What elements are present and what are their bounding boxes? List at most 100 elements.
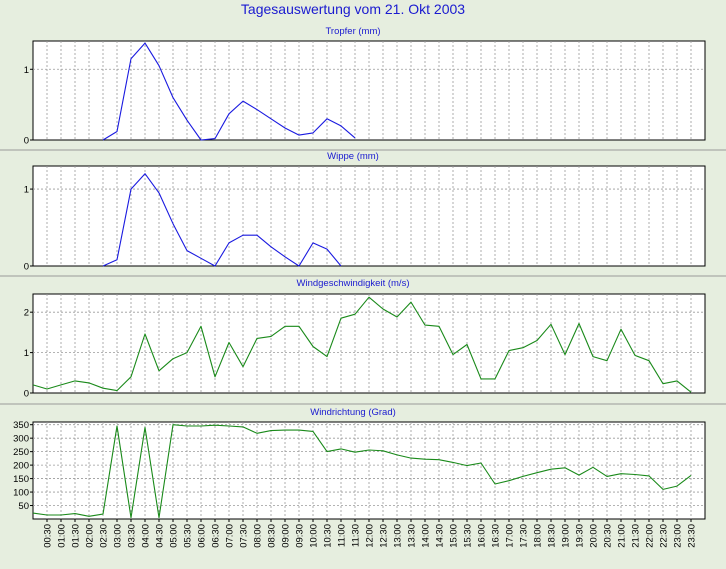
data-point xyxy=(354,137,356,139)
data-point xyxy=(144,333,146,335)
x-tick-label: 16:30 xyxy=(491,524,502,548)
data-point xyxy=(354,313,356,315)
x-tick-label: 18:30 xyxy=(547,524,558,548)
data-point xyxy=(592,356,594,358)
data-point xyxy=(298,265,300,267)
x-tick-label: 14:30 xyxy=(435,524,446,548)
x-tick-label: 07:30 xyxy=(239,524,250,548)
data-point xyxy=(312,430,314,432)
data-point xyxy=(284,429,286,431)
data-point xyxy=(634,354,636,356)
x-tick-label: 18:00 xyxy=(533,524,544,548)
x-tick-label: 05:00 xyxy=(169,524,180,548)
y-tick-label: 150 xyxy=(13,474,29,485)
data-point xyxy=(606,475,608,477)
data-point xyxy=(438,459,440,461)
data-point xyxy=(200,257,202,259)
x-tick-label: 02:00 xyxy=(85,524,96,548)
data-point xyxy=(396,316,398,318)
data-point xyxy=(74,513,76,515)
x-tick-label: 10:00 xyxy=(309,524,320,548)
data-point xyxy=(88,382,90,384)
data-point xyxy=(410,301,412,303)
y-tick-label: 0 xyxy=(24,262,29,273)
data-point xyxy=(130,517,132,519)
series-line xyxy=(102,42,356,141)
x-tick-label: 00:30 xyxy=(43,524,54,548)
data-point xyxy=(326,356,328,358)
data-point xyxy=(326,118,328,120)
data-point xyxy=(144,426,146,428)
x-tick-label: 17:30 xyxy=(519,524,530,548)
data-point xyxy=(186,425,188,427)
x-tick-label: 03:30 xyxy=(127,524,138,548)
data-point xyxy=(424,324,426,326)
data-point xyxy=(298,134,300,136)
data-point xyxy=(242,426,244,428)
y-tick-label: 0 xyxy=(24,136,29,147)
data-point xyxy=(312,346,314,348)
data-point xyxy=(172,358,174,360)
data-point xyxy=(298,429,300,431)
data-point xyxy=(46,388,48,390)
data-point xyxy=(158,192,160,194)
data-point xyxy=(116,259,118,261)
data-point xyxy=(130,188,132,190)
data-point xyxy=(242,100,244,102)
x-tick-label: 04:00 xyxy=(141,524,152,548)
y-tick-label: 50 xyxy=(18,501,29,512)
panel-title: Windrichtung (Grad) xyxy=(310,407,396,418)
data-point xyxy=(536,339,538,341)
data-point xyxy=(60,384,62,386)
x-tick-label: 21:30 xyxy=(631,524,642,548)
data-point xyxy=(116,131,118,133)
data-point xyxy=(326,248,328,250)
data-point xyxy=(116,390,118,392)
x-tick-label: 13:30 xyxy=(407,524,418,548)
data-point xyxy=(242,366,244,368)
data-point xyxy=(172,97,174,99)
data-point xyxy=(158,65,160,67)
x-tick-label: 15:30 xyxy=(463,524,474,548)
data-point xyxy=(592,466,594,468)
y-tick-label: 300 xyxy=(13,434,29,445)
series-line xyxy=(102,173,342,267)
x-tick-label: 06:00 xyxy=(197,524,208,548)
data-point xyxy=(186,250,188,252)
data-point xyxy=(480,462,482,464)
data-point xyxy=(116,425,118,427)
data-point xyxy=(214,376,216,378)
data-point xyxy=(578,322,580,324)
x-tick-label: 01:30 xyxy=(71,524,82,548)
data-point xyxy=(634,474,636,476)
x-tick-label: 08:00 xyxy=(253,524,264,548)
data-point xyxy=(312,132,314,134)
data-point xyxy=(620,328,622,330)
data-point xyxy=(424,458,426,460)
series-line xyxy=(32,424,692,519)
x-tick-label: 15:00 xyxy=(449,524,460,548)
data-point xyxy=(256,234,258,236)
data-point xyxy=(662,383,664,385)
data-point xyxy=(228,113,230,115)
x-tick-label: 10:30 xyxy=(323,524,334,548)
data-point xyxy=(382,308,384,310)
x-tick-label: 22:00 xyxy=(645,524,656,548)
data-point xyxy=(452,461,454,463)
x-tick-label: 08:30 xyxy=(267,524,278,548)
data-point xyxy=(522,475,524,477)
data-point xyxy=(228,425,230,427)
data-point xyxy=(130,376,132,378)
y-tick-label: 1 xyxy=(24,348,29,359)
data-point xyxy=(214,265,216,267)
x-tick-label: 09:00 xyxy=(281,524,292,548)
data-point xyxy=(508,350,510,352)
data-point xyxy=(648,475,650,477)
data-point xyxy=(270,335,272,337)
x-tick-label: 16:00 xyxy=(477,524,488,548)
panel-title: Windgeschwindigkeit (m/s) xyxy=(297,278,410,289)
x-tick-label: 13:00 xyxy=(393,524,404,548)
data-point xyxy=(494,483,496,485)
data-point xyxy=(200,425,202,427)
data-point xyxy=(228,242,230,244)
